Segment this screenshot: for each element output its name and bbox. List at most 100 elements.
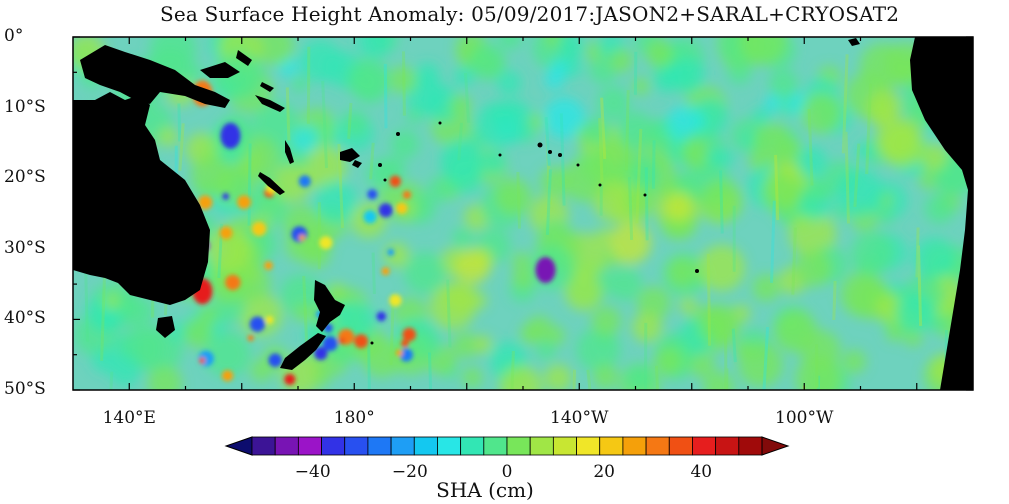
anomaly-patch xyxy=(293,303,312,322)
track-streak xyxy=(402,51,406,116)
small-eddy xyxy=(298,234,306,241)
anomaly-patch xyxy=(616,111,655,150)
anomaly-patch xyxy=(473,335,492,354)
anomaly-patch xyxy=(519,323,541,345)
anomaly-patch xyxy=(896,293,935,332)
small-eddy xyxy=(251,221,267,237)
anomaly-patch xyxy=(583,115,612,145)
colorbar-swatch xyxy=(483,436,508,456)
colorbar-swatch xyxy=(552,436,577,456)
anomaly-patch xyxy=(597,86,630,119)
small-eddy xyxy=(222,193,229,200)
anomaly-patch xyxy=(609,222,651,264)
lat-tick-label: 0° xyxy=(4,26,24,46)
anomaly-patch xyxy=(591,306,621,336)
anomaly-patch xyxy=(291,124,320,153)
anomaly-patch xyxy=(592,364,619,390)
anomaly-patch xyxy=(449,94,472,117)
track-streak xyxy=(302,275,309,345)
track-streak xyxy=(915,227,920,278)
anomaly-patch xyxy=(877,208,894,225)
track-streak xyxy=(807,108,814,186)
anomaly-patch xyxy=(280,274,323,317)
anomaly-patch xyxy=(549,58,569,77)
anomaly-patch xyxy=(424,85,461,122)
track-streak xyxy=(516,171,521,229)
track-streak xyxy=(598,118,604,183)
small-eddy xyxy=(378,203,393,218)
anomaly-patch xyxy=(455,249,490,284)
anomaly-patch xyxy=(250,359,273,382)
track-streak xyxy=(177,103,182,142)
fiji-land-2 xyxy=(352,160,362,168)
track-streak xyxy=(832,281,837,321)
anomaly-patch xyxy=(512,267,534,289)
track-streak xyxy=(369,142,375,180)
anomaly-patch xyxy=(913,237,956,280)
anomaly-patch xyxy=(483,150,506,174)
small-island xyxy=(438,121,442,125)
anomaly-patch xyxy=(183,318,213,349)
anomaly-patch xyxy=(217,52,264,100)
anomaly-patch xyxy=(699,304,741,346)
anomaly-patch xyxy=(632,312,663,343)
small-eddy xyxy=(367,189,378,200)
track-streak xyxy=(285,87,291,141)
small-eddy xyxy=(395,349,403,357)
anomaly-patch xyxy=(764,94,783,112)
track-streak xyxy=(841,54,849,154)
small-eddy xyxy=(264,261,273,270)
small-island xyxy=(370,341,374,345)
colorbar-swatch xyxy=(367,436,392,456)
small-eddy xyxy=(268,353,283,368)
anomaly-patch xyxy=(761,172,803,214)
small-eddy xyxy=(354,334,369,349)
track-streak xyxy=(337,143,344,229)
anomaly-patch xyxy=(198,305,218,325)
anomaly-patch xyxy=(632,77,650,96)
colorbar-swatch xyxy=(321,436,346,456)
anomaly-patch xyxy=(700,179,743,223)
anomaly-patch xyxy=(312,369,330,388)
anomaly-patch xyxy=(718,150,735,167)
new-ireland-land xyxy=(236,50,252,66)
anomaly-patch xyxy=(752,122,792,163)
track-streak xyxy=(844,131,850,224)
track-streak xyxy=(644,167,649,241)
colorbar-swatch xyxy=(251,436,276,456)
anomaly-patch xyxy=(302,145,347,189)
track-streak xyxy=(545,134,552,205)
track-streak xyxy=(655,365,659,390)
anomaly-patch xyxy=(511,251,532,272)
track-streak xyxy=(247,143,252,226)
colorbar-swatch xyxy=(390,436,415,456)
anomaly-patch xyxy=(800,92,842,134)
tasmania-land xyxy=(156,316,175,338)
small-eddy xyxy=(298,175,311,188)
track-streak xyxy=(347,102,353,139)
track-streak xyxy=(367,334,371,390)
fiji-land xyxy=(340,148,360,162)
anomaly-patch xyxy=(562,158,607,202)
small-eddy xyxy=(376,311,387,322)
anomaly-patch xyxy=(671,57,706,92)
anomaly-patch xyxy=(384,242,410,268)
anomaly-patch xyxy=(452,332,479,359)
anomaly-patch xyxy=(429,283,476,330)
anomaly-patch xyxy=(404,251,447,294)
anomaly-patch xyxy=(498,37,522,50)
vanuatu-land xyxy=(285,140,294,164)
new-britain-land xyxy=(200,62,240,78)
track-streak xyxy=(464,73,471,123)
new-caledonia-land xyxy=(258,172,285,195)
anomaly-patch xyxy=(679,297,697,314)
anomaly-patch xyxy=(835,168,884,217)
small-island xyxy=(396,132,400,136)
colorbar-swatch xyxy=(274,436,299,456)
anomaly-patch xyxy=(663,64,684,85)
new-guinea-land xyxy=(80,45,230,108)
track-streak xyxy=(371,252,376,295)
lon-tick-label: 180° xyxy=(333,408,375,428)
small-island xyxy=(598,183,602,187)
track-streaks xyxy=(83,46,966,390)
